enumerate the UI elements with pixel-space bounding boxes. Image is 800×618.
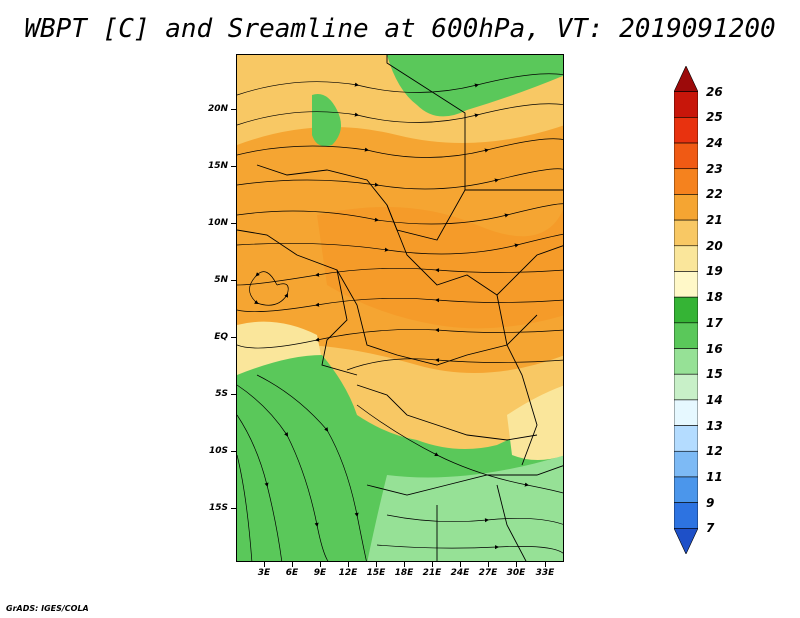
- lon-tick: [376, 562, 377, 567]
- colorbar-segment: [674, 142, 698, 170]
- lon-tick: [545, 562, 546, 567]
- colorbar-segment: [674, 425, 698, 452]
- colorbar-segment: [674, 117, 698, 144]
- field-core-band: [317, 207, 563, 329]
- colorbar-segment: [674, 476, 698, 503]
- lat-tick: [231, 337, 236, 338]
- colorbar-segment: [674, 373, 698, 401]
- lat-tick: [231, 394, 236, 395]
- colorbar-segment: [674, 296, 698, 324]
- lat-tick: [231, 223, 236, 224]
- lat-label-15n: 15N: [207, 161, 228, 171]
- lon-label-18e: 18E: [394, 568, 414, 578]
- colorbar-segment: [674, 245, 698, 272]
- colorbar-segment: [674, 528, 698, 554]
- colorbar-segment: [674, 194, 698, 221]
- credit-text: GrADS: IGES/COLA: [6, 604, 89, 613]
- lat-label-10n: 10N: [207, 218, 228, 228]
- colorbar-label: 12: [706, 444, 723, 459]
- lat-tick: [231, 451, 236, 452]
- lon-tick: [292, 562, 293, 567]
- lon-label-33e: 33E: [535, 568, 555, 578]
- colorbar-label: 17: [706, 315, 723, 330]
- lat-label-5s: 5S: [215, 389, 228, 399]
- colorbar-label: 16: [706, 341, 723, 356]
- lon-label-12e: 12E: [338, 568, 358, 578]
- colorbar-label: 7: [706, 521, 715, 536]
- lon-tick: [404, 562, 405, 567]
- colorbar-label: 22: [706, 187, 723, 202]
- lon-tick: [460, 562, 461, 567]
- colorbar: [674, 66, 698, 554]
- lat-tick: [231, 508, 236, 509]
- colorbar-segment: [674, 399, 698, 426]
- lon-tick: [516, 562, 517, 567]
- colorbar-label: 24: [706, 136, 723, 151]
- colorbar-segment: [674, 450, 698, 478]
- lat-label-15s: 15S: [208, 503, 228, 513]
- lat-label-20n: 20N: [207, 104, 228, 114]
- lon-tick: [432, 562, 433, 567]
- colorbar-segment: [674, 322, 698, 349]
- colorbar-segment: [674, 168, 698, 195]
- map-field: [237, 55, 563, 561]
- colorbar-label: 20: [706, 238, 723, 253]
- colorbar-segments: [674, 66, 698, 554]
- lon-label-15e: 15E: [366, 568, 386, 578]
- colorbar-segment: [674, 66, 698, 92]
- lat-label-5n: 5N: [214, 275, 228, 285]
- colorbar-label: 14: [706, 392, 723, 407]
- colorbar-segment: [674, 91, 698, 118]
- colorbar-label: 15: [706, 367, 723, 382]
- colorbar-label: 11: [706, 469, 723, 484]
- colorbar-segment: [674, 271, 698, 298]
- colorbar-segment: [674, 219, 698, 247]
- colorbar-label: 9: [706, 495, 715, 510]
- plot-title: WBPT [C] and Sreamline at 600hPa, VT: 20…: [24, 14, 776, 44]
- lon-label-3e: 3E: [257, 568, 271, 578]
- field-lake-region: [507, 385, 563, 460]
- lat-label-eq: EQ: [214, 332, 228, 342]
- lon-tick: [264, 562, 265, 567]
- lon-tick: [348, 562, 349, 567]
- colorbar-segment: [674, 502, 698, 529]
- streamlines: [237, 73, 563, 561]
- lat-tick: [231, 109, 236, 110]
- lat-tick: [231, 166, 236, 167]
- lon-tick: [488, 562, 489, 567]
- field-green-patch: [312, 94, 341, 147]
- colorbar-label: 13: [706, 418, 723, 433]
- lon-label-30e: 30E: [506, 568, 526, 578]
- lat-label-10s: 10S: [208, 446, 228, 456]
- colorbar-label: 25: [706, 110, 723, 125]
- colorbar-label: 23: [706, 161, 723, 176]
- colorbar-label: 26: [706, 84, 723, 99]
- lon-label-24e: 24E: [450, 568, 470, 578]
- colorbar-segment: [674, 348, 698, 375]
- map-panel: [236, 54, 564, 562]
- lon-label-27e: 27E: [478, 568, 498, 578]
- lon-tick: [320, 562, 321, 567]
- lat-tick: [231, 280, 236, 281]
- lon-label-6e: 6E: [285, 568, 299, 578]
- lon-label-21e: 21E: [422, 568, 442, 578]
- lon-label-9e: 9E: [313, 568, 327, 578]
- colorbar-label: 18: [706, 290, 723, 305]
- colorbar-label: 21: [706, 213, 723, 228]
- colorbar-label: 19: [706, 264, 723, 279]
